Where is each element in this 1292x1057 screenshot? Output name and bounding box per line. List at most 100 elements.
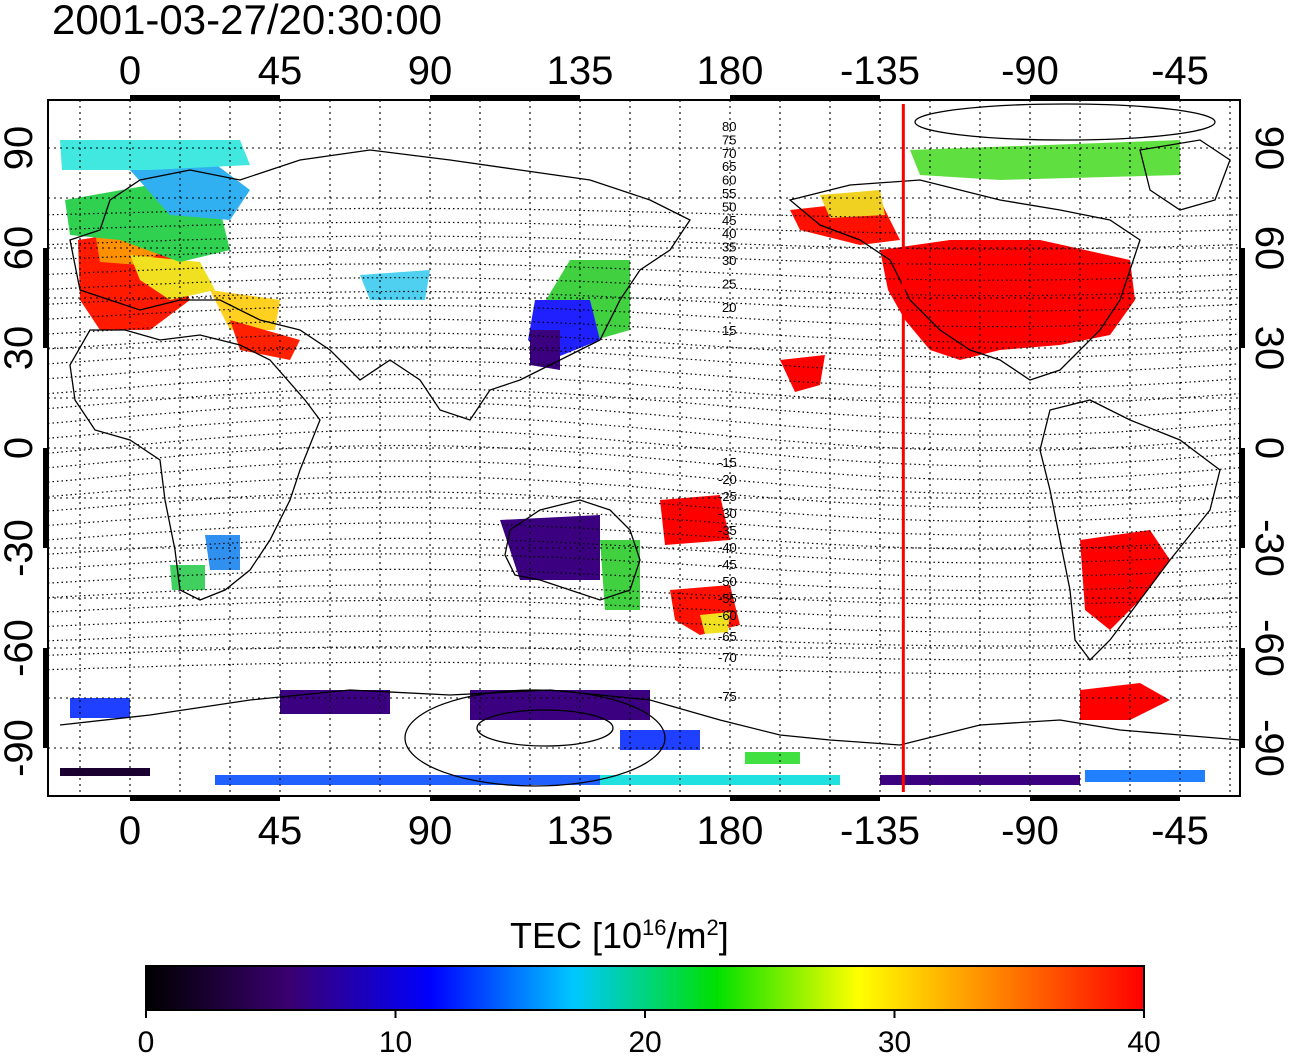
lon-tick-top: -90 [1001, 49, 1059, 93]
lat-tick-left: 90 [0, 126, 41, 171]
tec-strip-antarctic-blue-3 [70, 698, 130, 718]
mlat-contour [48, 374, 1240, 405]
frame-bar-bottom [1030, 796, 1180, 801]
lat-tick-left: 60 [0, 226, 41, 271]
contour-label: 20 [722, 300, 736, 315]
tec-strip-antarctic-blue [215, 775, 635, 785]
lon-tick-top: 180 [697, 49, 764, 93]
lon-tick-top: 135 [547, 49, 614, 93]
colorbar-label: TEC [1016/m2] [510, 906, 729, 958]
axis-tick-labels: 0 45 90 135 180 -135 -90 -450 45 90 135 180 -135 -90-… [0, 49, 1291, 853]
contour-label: -15 [718, 455, 737, 470]
lat-tick-right: 0 [1247, 437, 1291, 459]
colorbar-tick-label: 30 [878, 1026, 911, 1057]
contour-label: 40 [722, 226, 736, 241]
lon-tick-bottom: 90 [408, 809, 453, 853]
mlat-contour [48, 599, 1240, 619]
frame-bar-right [1240, 248, 1245, 348]
lon-tick-bottom: -90 [1001, 809, 1059, 853]
tec-patch-scandinavia-cyan [130, 160, 250, 220]
north-pole-oval [914, 103, 1216, 141]
lat-tick-left: -30 [0, 519, 41, 577]
lat-tick-right: -90 [1247, 719, 1291, 777]
contour-label: 30 [722, 253, 736, 268]
tec-patch-arctic-cyan [60, 140, 250, 170]
mlat-contour [48, 506, 1240, 536]
contour-label: 55 [722, 186, 736, 201]
colorbar-label-close: ] [718, 915, 729, 956]
mlat-contour [48, 615, 1240, 633]
lon-tick-top: -135 [840, 49, 920, 93]
tec-strip-antarctic-purple-2 [280, 690, 390, 714]
frame-bar-left [43, 448, 48, 548]
colorbar-tick-label: 0 [138, 1026, 155, 1057]
mlat-contour [48, 415, 1240, 452]
frame-bar-bottom [430, 796, 580, 801]
tec-patch-australia-purple [500, 515, 600, 580]
mlat-contour [48, 235, 1240, 250]
contour-label: 65 [722, 159, 736, 174]
frame-bar-top [730, 95, 880, 100]
tec-strip-antarctic-green [745, 752, 800, 764]
south-pole-oval-inner [476, 709, 614, 747]
mlat-contour [48, 387, 1240, 421]
frame-bar-top [430, 95, 580, 100]
tec-patch-pacific-red [660, 495, 730, 545]
contour-label: -65 [718, 629, 737, 644]
lon-tick-bottom: -135 [840, 809, 920, 853]
colorbar-tick-label: 40 [1127, 1026, 1160, 1057]
contour-label: -45 [718, 557, 737, 572]
mlat-contour [48, 537, 1240, 564]
mlat-contour [48, 522, 1240, 550]
frame-bar-top [130, 95, 280, 100]
tec-patch-safrica-blue [205, 535, 240, 570]
coastlines [59, 139, 1240, 746]
tec-patch-china-cyan [360, 270, 430, 300]
contour-label: 80 [722, 119, 736, 134]
tec-patch-japan-purple [530, 330, 560, 370]
contour-label: -40 [718, 540, 737, 555]
contour-label: 25 [722, 276, 736, 291]
mlat-contour [48, 584, 1240, 606]
mlat-contour [48, 318, 1240, 343]
coast-africa [69, 329, 321, 601]
tec-strip-antarctic-blue-4 [620, 730, 700, 750]
lon-tick-top: -45 [1151, 49, 1209, 93]
tec-strip-antarctic-black [60, 768, 150, 776]
coast-eurasia [69, 149, 691, 421]
lat-tick-left: -60 [0, 619, 41, 677]
lat-tick-right: 90 [1247, 126, 1291, 171]
contour-label: -60 [718, 608, 737, 623]
coast-greenland [1139, 139, 1231, 211]
colorbar-label-exp2: 2 [706, 915, 719, 940]
south-pole-oval-outer [404, 689, 666, 787]
tec-patch-alaska-yellow [820, 190, 885, 218]
mlat-contour [48, 568, 1240, 592]
frame-bar-top [1030, 95, 1180, 100]
lat-lon-grid [48, 100, 1240, 796]
mlat-contour [48, 346, 1240, 374]
mlat-contour [48, 221, 1240, 235]
contour-label: 50 [722, 199, 736, 214]
timestamp-title: 2001-03-27/20:30:00 [52, 0, 442, 43]
mlat-contour [48, 661, 1240, 675]
lon-tick-top: 0 [119, 49, 141, 93]
mlat-contour [48, 304, 1240, 328]
mlat-contour [48, 249, 1240, 266]
mlat-contour [48, 360, 1240, 390]
tec-patch-nz-yellow [700, 612, 730, 634]
colorbar-tick-label: 20 [628, 1026, 661, 1057]
lon-tick-bottom: 0 [119, 809, 141, 853]
contour-label: 45 [722, 213, 736, 228]
contour-label: -25 [718, 489, 737, 504]
lat-tick-left: 30 [0, 326, 41, 371]
lat-tick-right: -30 [1247, 519, 1291, 577]
lat-tick-right: -60 [1247, 619, 1291, 677]
frame-bar-right [1240, 448, 1245, 548]
coast-antarctica [59, 689, 1240, 746]
mlat-contour [48, 429, 1240, 467]
contour-label: 60 [722, 173, 736, 188]
